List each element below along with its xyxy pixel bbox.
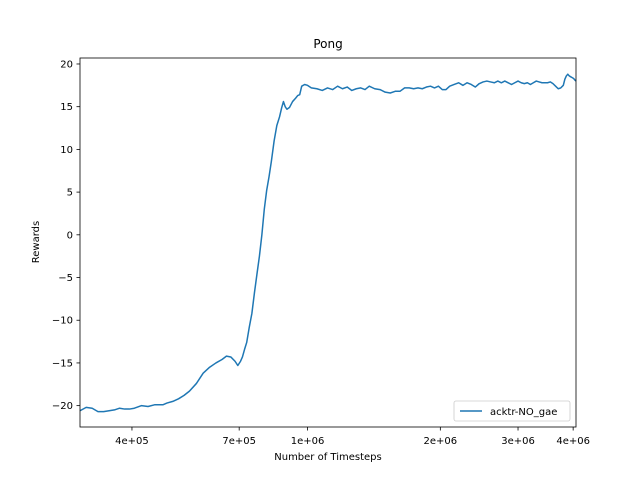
y-tick-label: 20 bbox=[60, 59, 73, 70]
x-tick-label: 1e+06 bbox=[291, 436, 325, 447]
x-axis-label: Number of Timesteps bbox=[274, 452, 381, 463]
y-tick-label: 5 bbox=[67, 188, 73, 199]
y-tick-label: 0 bbox=[67, 230, 73, 241]
legend-label: acktr-NO_gae bbox=[490, 407, 557, 418]
legend: acktr-NO_gae bbox=[453, 400, 571, 422]
y-tick-label: −20 bbox=[52, 401, 73, 412]
x-tick-label: 2e+06 bbox=[424, 436, 458, 447]
y-tick-label: 15 bbox=[60, 102, 73, 113]
x-axis-ticks: 4e+05 7e+05 1e+06 2e+06 3e+06 4e+06 bbox=[115, 427, 590, 447]
y-tick-label: −15 bbox=[52, 358, 73, 369]
x-tick-label: 4e+05 bbox=[115, 436, 149, 447]
series-line-0 bbox=[79, 73, 577, 413]
series-layer bbox=[79, 73, 577, 413]
y-axis-label: Rewards bbox=[31, 221, 42, 263]
x-tick-label: 4e+06 bbox=[556, 436, 590, 447]
y-tick-label: 10 bbox=[60, 145, 73, 156]
y-tick-label: −5 bbox=[58, 273, 73, 284]
plot-area bbox=[79, 57, 577, 428]
x-tick-label: 3e+06 bbox=[501, 436, 535, 447]
axes-frame bbox=[79, 57, 577, 428]
y-tick-label: −10 bbox=[52, 316, 73, 327]
chart-title: Pong bbox=[313, 37, 342, 51]
x-tick-label: 7e+05 bbox=[222, 436, 256, 447]
y-axis-ticks: 20 15 10 5 0 −5 −10 −15 −20 bbox=[52, 59, 80, 412]
legend-box bbox=[453, 400, 571, 422]
